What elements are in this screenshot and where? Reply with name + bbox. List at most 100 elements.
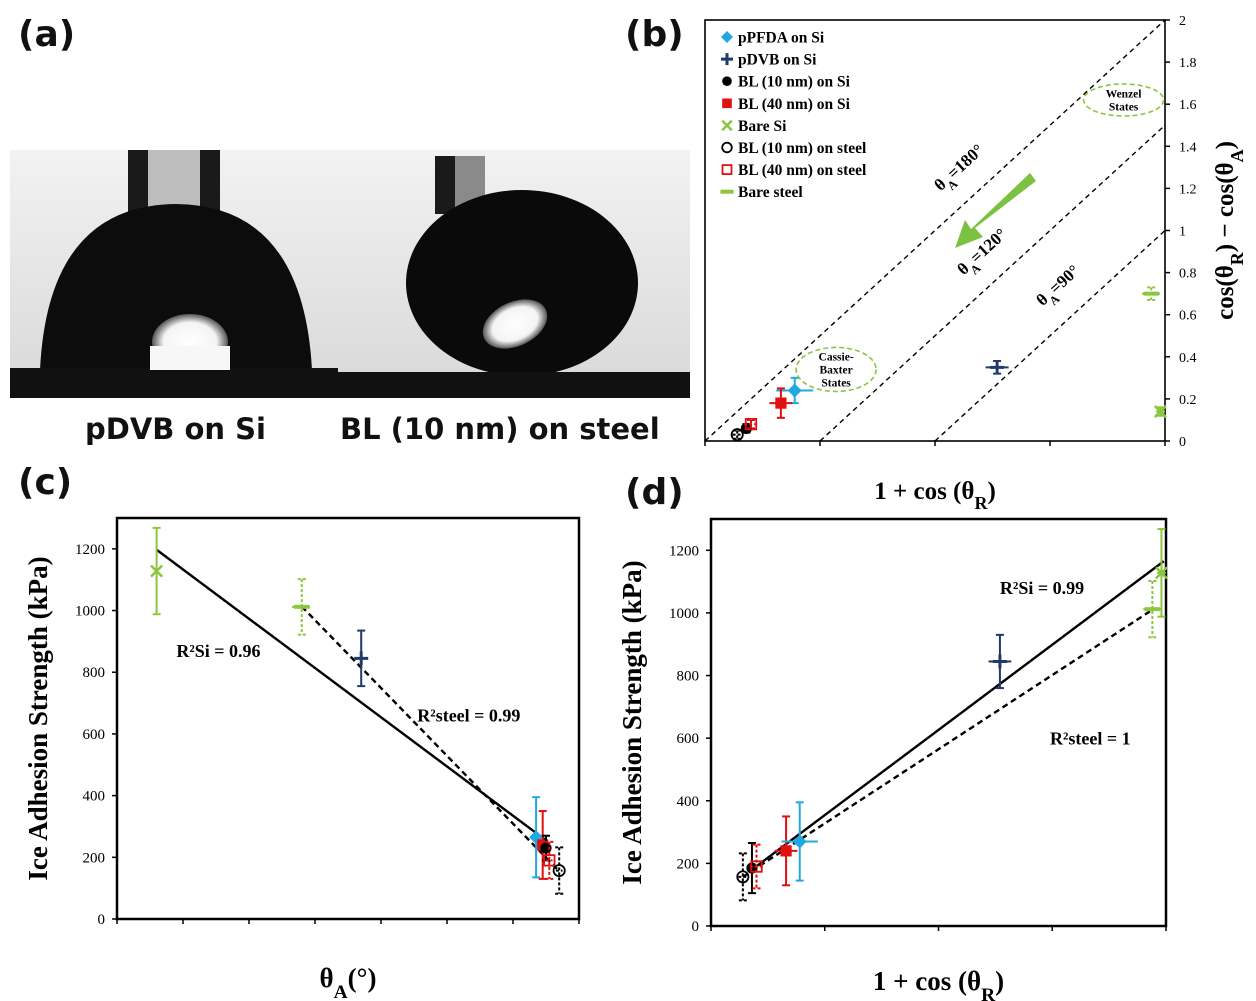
y-tick-label: 200 [677, 856, 700, 872]
y-tick-label: 1200 [669, 543, 699, 559]
data-point-pDVB_Si [354, 651, 369, 666]
x-tick-label: 0 [702, 0, 709, 4]
annotation-r-squared: R²Si = 0.96 [176, 641, 260, 661]
x-tick-label: 40 [176, 0, 191, 4]
y-tick-label: 1.4 [1179, 140, 1197, 155]
fit-line-Si [155, 548, 547, 842]
reference-line-label: θA=90° [1032, 261, 1087, 314]
y-axis-title: cos(θR) − cos(θA) [1212, 141, 1247, 320]
legend-marker-BL10_Si [722, 76, 732, 86]
legend-label-BL40_Si: BL (40 nm) on Si [738, 96, 851, 113]
plot-frame-d [709, 517, 1168, 928]
x-tick-label: 140 [502, 0, 525, 4]
x-tick-label: 160 [568, 0, 591, 4]
droplet-photo-bl10 [338, 150, 690, 398]
data-point-BL10_steel [736, 870, 750, 884]
data-point-bare_Si [1153, 405, 1167, 419]
droplet-photo-pdvb [10, 150, 338, 398]
x-tick-label: 1.5 [1043, 0, 1062, 4]
photo-caption-pdvb: pDVB on Si [85, 412, 266, 446]
panel-label-a: (a) [18, 14, 76, 55]
photo-caption-bl10: BL (10 nm) on steel [340, 412, 660, 446]
y-tick-label: 1 [1179, 225, 1186, 240]
y-tick-label: 0.4 [1179, 351, 1197, 366]
y-tick-label: 1.6 [1179, 98, 1197, 113]
x-tick-label: 100 [370, 0, 393, 4]
y-tick-label: 200 [83, 850, 106, 866]
y-tick-label: 0 [692, 919, 700, 935]
y-tick-label: 800 [83, 665, 106, 681]
annotation-ellipse [795, 346, 877, 393]
reference-line [704, 19, 1166, 442]
y-tick-label: 0 [1179, 435, 1186, 450]
y-tick-label: 400 [677, 794, 700, 810]
chart-b: 0 0.5 1 1.5 2 0 0.2 0.4 0.6 0.8 1 1.2 1.4 1.6 1.8 2 1 + … [702, 0, 1248, 513]
data-point-BL40_Si [775, 397, 787, 409]
data-point-BL40_Si [780, 845, 792, 857]
fit-line-steel [742, 608, 1154, 878]
x-tick-label: 1 [935, 0, 943, 4]
legend-marker-pDVB_Si [721, 53, 733, 66]
legend-marker-bare_Si [721, 119, 733, 132]
plot-frame-c [115, 516, 581, 921]
y-tick-label: 1000 [75, 604, 105, 620]
y-tick-label: 1200 [75, 542, 105, 558]
y-axis-title: Ice Adhesion Strength (kPa) [23, 556, 53, 880]
data-point-pDVB_Si [992, 654, 1007, 669]
reference-line [819, 124, 1166, 442]
data-point-bare_Si [150, 564, 164, 578]
x-axis-title: 1 + cos (θR) [873, 966, 1004, 1001]
fit-line-steel [300, 605, 561, 873]
annotation-r-squared: R²Si = 0.99 [1000, 578, 1084, 598]
data-point-pPFDA_Si [787, 383, 802, 398]
annotation-ellipse [1082, 83, 1165, 117]
y-tick-label: 400 [83, 789, 106, 805]
data-point-BL10_Si [540, 842, 552, 854]
trend-arrow-icon [955, 173, 1036, 248]
legend-label-BL10_Si: BL (10 nm) on Si [738, 74, 851, 91]
y-tick-label: 1.2 [1179, 182, 1197, 197]
legend-label-BL10_steel: BL (10 nm) on steel [738, 140, 867, 157]
y-tick-label: 1.8 [1179, 56, 1197, 71]
data-point-BL40_steel [744, 418, 758, 431]
y-tick-label: 2 [1179, 14, 1186, 29]
legend-label-pPFDA_Si: pPFDA on Si [738, 30, 825, 47]
legend-marker-pPFDA_Si [721, 31, 733, 43]
y-tick-label: 600 [677, 731, 700, 747]
x-tick-label: 120 [436, 0, 459, 4]
chart-c: 20 40 60 80 100 120 140 160 0 200 400 600 800 1000 120… [23, 0, 590, 1001]
data-point-BL10_steel [552, 864, 566, 878]
x-axis-title: 1 + cos (θR) [874, 478, 996, 513]
x-tick-label: 60 [242, 0, 257, 4]
legend-marker-BL10_steel [721, 141, 733, 154]
x-tick-label: 2 [1162, 0, 1170, 4]
y-tick-label: 0.2 [1179, 393, 1197, 408]
y-tick-label: 0 [98, 912, 106, 928]
x-axis-title: θA(°) [320, 963, 377, 1001]
data-point-pDVB_Si [990, 360, 1005, 375]
x-tick-label: 2 [1162, 0, 1169, 4]
annotation-r-squared: R²steel = 0.99 [417, 706, 520, 726]
x-tick-label: 0 [707, 0, 715, 4]
panel-label-d: (d) [625, 472, 684, 513]
data-point-BL40_steel [543, 854, 556, 867]
annotation-text: Cassie-Baxter States [819, 351, 854, 389]
fit-line-Si [751, 560, 1165, 871]
reference-line-label: θA=180° [930, 140, 991, 199]
y-axis-title: Ice Adhesion Strength (kPa) [617, 560, 647, 884]
legend-label-bare_Si: Bare Si [738, 118, 787, 135]
x-tick-label: 80 [308, 0, 323, 4]
legend-marker-BL40_Si [722, 98, 732, 109]
panel-label-c: (c) [18, 462, 73, 503]
legend-label-pDVB_Si: pDVB on Si [738, 52, 817, 69]
y-tick-label: 600 [83, 727, 106, 743]
legend-marker-BL40_steel [721, 164, 733, 176]
data-point-pPFDA_Si [792, 834, 807, 849]
annotation-r-squared: R²steel = 1 [1050, 728, 1131, 748]
data-point-BL10_steel [730, 428, 744, 442]
panel-label-b: (b) [625, 14, 684, 55]
x-tick-label: 1.5 [1041, 0, 1059, 4]
y-tick-label: 1000 [669, 606, 699, 622]
y-tick-label: 0.6 [1179, 309, 1197, 324]
x-tick-label: 0.5 [811, 0, 829, 4]
